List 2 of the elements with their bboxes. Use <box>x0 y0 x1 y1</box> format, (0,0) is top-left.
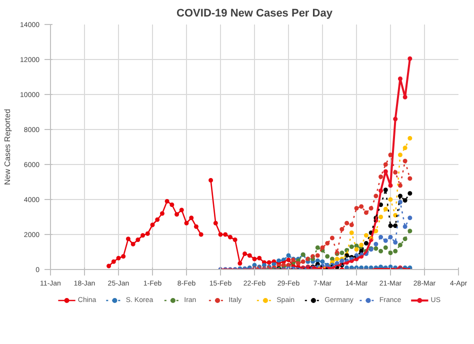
y-axis-title: New Cases Reported <box>3 108 12 186</box>
chart-title: COVID-19 New Cases Per Day <box>176 8 334 20</box>
